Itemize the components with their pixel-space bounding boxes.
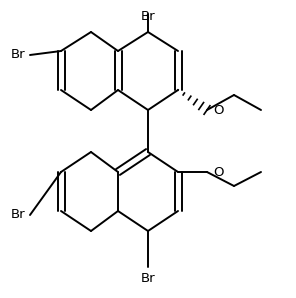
Text: Br: Br (141, 272, 155, 285)
Text: Br: Br (141, 10, 155, 23)
Text: O: O (213, 103, 223, 117)
Text: Br: Br (10, 209, 25, 221)
Text: O: O (213, 165, 223, 179)
Text: Br: Br (10, 49, 25, 61)
